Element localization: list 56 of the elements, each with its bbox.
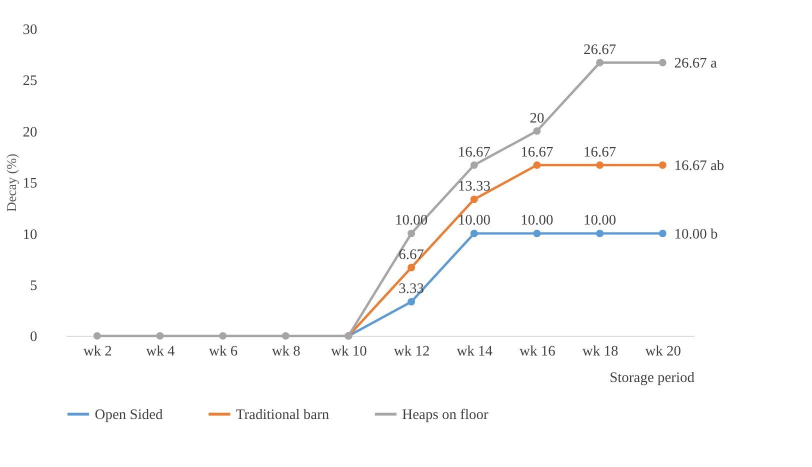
legend-label: Traditional barn — [236, 407, 330, 424]
data-label: 6.67 — [398, 246, 424, 263]
data-label: 10.00 b — [674, 226, 718, 242]
data-label: 10.00 — [458, 212, 490, 229]
data-label: 3.33 — [398, 281, 424, 298]
y-tick-label: 15 — [22, 176, 38, 192]
data-label: 10.00 — [584, 212, 616, 229]
data-label: 16.67 — [520, 144, 554, 160]
data-label: 16.67 — [584, 144, 616, 160]
point — [658, 230, 666, 238]
data-label: 26.67 a — [674, 55, 718, 72]
point — [408, 298, 416, 306]
data-label: 26.67 — [584, 42, 616, 58]
point — [470, 161, 478, 169]
point — [156, 332, 164, 340]
x-tick-label: wk 4 — [146, 344, 176, 360]
x-tick-label: wk 12 — [394, 344, 430, 360]
point — [408, 264, 416, 272]
point — [408, 230, 416, 238]
data-label: 10.00 — [520, 212, 554, 229]
y-tick-label: 5 — [30, 278, 38, 294]
x-tick-label: wk 18 — [582, 344, 618, 360]
point — [470, 196, 478, 204]
point — [658, 161, 666, 169]
data-label: 10.00 — [395, 212, 428, 229]
point — [596, 58, 604, 66]
y-tick-label: 20 — [22, 124, 38, 140]
data-label: 20 — [530, 110, 544, 126]
y-tick-label: 0 — [30, 329, 38, 346]
point — [219, 332, 227, 340]
x-tick-label: wk 20 — [645, 344, 682, 360]
x-tick-label: wk 2 — [83, 344, 112, 360]
x-tick-label: wk 10 — [331, 344, 367, 360]
legend-label: Heaps on floor — [402, 407, 488, 424]
y-axis-title: Decay (%) — [4, 154, 19, 212]
data-label: 16.67 ab — [674, 158, 724, 174]
point — [93, 332, 101, 340]
data-label: 16.67 — [458, 144, 490, 160]
x-tick-label: wk 14 — [456, 344, 494, 360]
y-tick-label: 25 — [22, 73, 38, 90]
x-tick-label: wk 16 — [520, 344, 556, 360]
legend-label: Open Sided — [94, 407, 164, 424]
point — [470, 230, 478, 238]
point — [533, 161, 541, 169]
point — [282, 332, 290, 340]
point — [596, 161, 604, 169]
x-tick-label: wk 6 — [208, 344, 238, 360]
y-tick-label: 30 — [22, 22, 38, 38]
point — [533, 127, 541, 135]
x-tick-label: wk 8 — [272, 344, 300, 360]
point — [533, 230, 541, 238]
y-tick-label: 10 — [22, 226, 38, 243]
data-label: 13.33 — [458, 178, 490, 195]
x-axis-title: Storage period — [610, 370, 696, 386]
point — [596, 230, 604, 238]
point — [658, 58, 666, 66]
